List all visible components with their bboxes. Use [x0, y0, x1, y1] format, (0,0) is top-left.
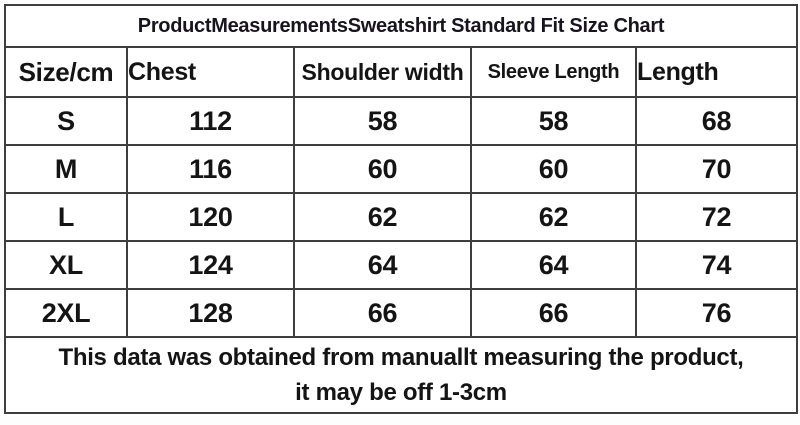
chest-cell: 128	[126, 288, 295, 338]
shoulder-cell: 64	[293, 240, 472, 290]
size-chart: ProductMeasurementsSweatshirt Standard F…	[3, 4, 799, 419]
chest-cell: 116	[126, 144, 295, 194]
disclaimer-line-1: This data was obtained from manuallt mea…	[58, 344, 744, 371]
size-cell: M	[4, 144, 128, 194]
column-header-sleeve-length: Sleeve Length	[470, 46, 637, 98]
table-row-2xl: 2XL 128 66 66 76	[4, 288, 799, 338]
chart-title: ProductMeasurementsSweatshirt Standard F…	[3, 4, 799, 48]
sleeve-cell: 60	[470, 144, 637, 194]
table-row-l: L 120 62 62 72	[4, 192, 799, 242]
sleeve-cell: 62	[470, 192, 637, 242]
length-cell: 72	[634, 192, 799, 242]
shoulder-cell: 58	[293, 96, 472, 146]
size-cell: 2XL	[4, 288, 128, 338]
table-row-s: S 112 58 58 68	[4, 96, 799, 146]
table-footer-row: This data was obtained from manuallt mea…	[3, 336, 799, 414]
chest-cell: 120	[126, 192, 295, 242]
size-cell: XL	[4, 240, 128, 290]
length-cell: 70	[634, 144, 799, 194]
measurement-disclaimer: This data was obtained from manuallt mea…	[3, 336, 799, 414]
length-cell: 74	[634, 240, 799, 290]
disclaimer-line-2: it may be off 1-3cm	[295, 379, 507, 406]
sleeve-cell: 66	[470, 288, 637, 338]
length-cell: 68	[634, 96, 799, 146]
shoulder-cell: 66	[293, 288, 472, 338]
chest-cell: 112	[126, 96, 295, 146]
shoulder-cell: 60	[293, 144, 472, 194]
size-cell: L	[4, 192, 128, 242]
size-cell: S	[4, 96, 128, 146]
table-row-xl: XL 124 64 64 74	[4, 240, 799, 290]
column-header-size: Size/cm	[4, 46, 128, 98]
chest-cell: 124	[126, 240, 295, 290]
size-chart-table: ProductMeasurementsSweatshirt Standard F…	[3, 4, 799, 414]
column-header-length: Length	[634, 46, 799, 98]
column-header-chest: Chest	[126, 46, 295, 98]
column-header-shoulder-width: Shoulder width	[293, 46, 472, 98]
table-row-m: M 116 60 60 70	[4, 144, 799, 194]
sleeve-cell: 58	[470, 96, 637, 146]
shoulder-cell: 62	[293, 192, 472, 242]
length-cell: 76	[634, 288, 799, 338]
sleeve-cell: 64	[470, 240, 637, 290]
